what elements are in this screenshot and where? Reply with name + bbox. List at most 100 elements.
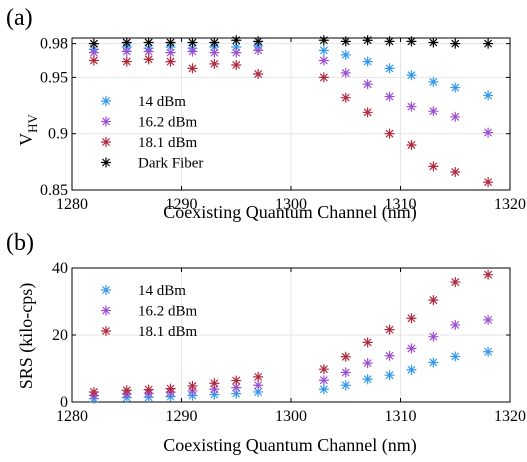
panel-a-y-tick-label: 0.98 bbox=[40, 36, 68, 53]
panel-a-x-tick-label: 1280 bbox=[56, 196, 88, 213]
panel-b-legend-entry-14-dbm: 14 dBm bbox=[100, 283, 186, 299]
panel-a-point-16-2-dbm bbox=[406, 101, 417, 112]
panel-a-y-tick-label: 0.95 bbox=[40, 69, 68, 86]
panel-a-point-14-dbm bbox=[428, 76, 439, 88]
panel-b-point-16-2-dbm bbox=[253, 380, 264, 391]
panel-a-point-18-1-dbm bbox=[450, 166, 461, 178]
panel-a-point-dark-fiber bbox=[318, 35, 329, 46]
panel-a-point-16-2-dbm bbox=[231, 47, 242, 58]
panel-b-point-16-2-dbm bbox=[483, 314, 494, 326]
panel-b-point-18-1-dbm bbox=[450, 276, 461, 288]
panel-a-point-dark-fiber bbox=[253, 36, 264, 47]
panel-a-point-16-2-dbm bbox=[253, 45, 264, 56]
panel-a-point-dark-fiber bbox=[165, 37, 176, 48]
panel-a-point-dark-fiber bbox=[384, 36, 395, 47]
panel-label-b: (b) bbox=[6, 230, 34, 256]
panel-b-point-14-dbm bbox=[406, 364, 417, 375]
panel-b-point-18-1-dbm bbox=[253, 371, 264, 382]
panel-a-point-dark-fiber bbox=[187, 37, 198, 48]
panel-a-x-tick-label: 1320 bbox=[494, 196, 526, 213]
panel-b-point-16-2-dbm bbox=[450, 319, 461, 331]
panel-b-point-14-dbm bbox=[340, 380, 351, 391]
panel-a-point-16-2-dbm bbox=[483, 127, 494, 138]
panel-a-y-label-sub: HV bbox=[25, 114, 40, 133]
panel-b-point-18-1-dbm bbox=[121, 385, 132, 396]
panel-a-point-18-1-dbm bbox=[253, 68, 264, 80]
panel-b-point-18-1-dbm bbox=[406, 313, 417, 324]
panel-a-point-16-2-dbm bbox=[88, 47, 100, 58]
panel-a-point-dark-fiber bbox=[143, 37, 154, 48]
panel-b-legend-entry-18-1-dbm: 18.1 dBm bbox=[100, 324, 198, 340]
panel-b-point-14-dbm bbox=[384, 370, 395, 381]
panel-a-point-16-2-dbm bbox=[340, 67, 351, 79]
panel-a-point-18-1-dbm bbox=[362, 107, 373, 118]
panel-a-legend-entry-18-1-dbm: 18.1 dBm bbox=[100, 135, 198, 151]
panel-a-x-tick-label: 1300 bbox=[275, 196, 307, 213]
panel-a-point-16-2-dbm bbox=[209, 47, 220, 58]
panel-a-point-14-dbm bbox=[340, 49, 351, 60]
panel-b-point-18-1-dbm bbox=[340, 351, 351, 362]
panel-b-y-tick-label: 40 bbox=[52, 260, 68, 277]
panel-a-point-dark-fiber bbox=[209, 37, 220, 48]
panel-b-legend-label-14-dbm: 14 dBm bbox=[138, 283, 186, 299]
panel-a-legend-label-16-2-dbm: 16.2 dBm bbox=[138, 115, 198, 131]
panel-a-legend-marker-dark-fiber bbox=[100, 157, 112, 168]
panel-a-point-18-1-dbm bbox=[384, 128, 395, 139]
panel-a-point-dark-fiber bbox=[362, 35, 373, 46]
panel-b-point-18-1-dbm bbox=[88, 386, 100, 398]
panel-b-point-18-1-dbm bbox=[428, 295, 439, 306]
panel-a-point-18-1-dbm bbox=[209, 58, 220, 69]
panel-a-legend-entry-16-2-dbm: 16.2 dBm bbox=[100, 115, 198, 131]
panel-a-point-14-dbm bbox=[318, 45, 329, 56]
panel-a-point-14-dbm bbox=[406, 70, 417, 81]
panel-b-y-label: SRS (kilo-cps) bbox=[16, 283, 37, 390]
panel-b-legend-label-18-1-dbm: 18.1 dBm bbox=[138, 324, 198, 340]
panel-a-point-18-1-dbm bbox=[143, 54, 154, 65]
panel-b-point-16-2-dbm bbox=[362, 358, 373, 369]
panel-a-point-18-1-dbm bbox=[231, 59, 242, 71]
panel-b-point-14-dbm bbox=[318, 384, 329, 395]
panel-a-legend: 14 dBm 16.2 dBm 18.1 dBm Dark Fiber bbox=[100, 94, 203, 172]
panel-b-legend-label-16-2-dbm: 16.2 dBm bbox=[138, 304, 198, 320]
panel-a-legend-marker-14-dbm bbox=[100, 95, 112, 107]
panel-a-points bbox=[88, 35, 494, 188]
panel-a-y-ticks: 0.85 0.9 0.95 0.98 bbox=[40, 36, 510, 199]
panel-a-point-18-1-dbm bbox=[318, 72, 329, 83]
panel-b-points bbox=[88, 269, 494, 404]
panel-a-legend-entry-dark-fiber: Dark Fiber bbox=[100, 156, 203, 172]
panel-a-point-16-2-dbm bbox=[121, 46, 132, 57]
panel-b-y-ticks: 0 20 40 bbox=[52, 260, 510, 411]
panel-b-point-16-2-dbm bbox=[428, 331, 439, 342]
panel-b-x-ticks: 1280 1290 1300 1310 1320 bbox=[56, 268, 526, 425]
panel-a-point-18-1-dbm bbox=[428, 161, 439, 172]
panel-b-x-tick-label: 1320 bbox=[494, 408, 526, 425]
panel-a-point-16-2-dbm bbox=[187, 46, 198, 57]
panel-a-legend-marker-16-2-dbm bbox=[100, 116, 112, 127]
panel-a-point-18-1-dbm bbox=[406, 139, 417, 151]
panel-b-point-18-1-dbm bbox=[384, 324, 395, 335]
panel-a-legend-marker-18-1-dbm bbox=[100, 136, 112, 148]
panel-b-y-tick-label: 20 bbox=[52, 327, 68, 344]
panel-b-x-tick-label: 1280 bbox=[56, 408, 88, 425]
panel-b-legend-marker-14-dbm bbox=[100, 284, 112, 296]
panel-a-y-tick-label: 0.9 bbox=[48, 126, 68, 143]
panel-b-point-16-2-dbm bbox=[318, 375, 329, 386]
panel-a-point-18-1-dbm bbox=[121, 56, 132, 67]
panel-b-point-18-1-dbm bbox=[231, 375, 242, 386]
panel-a-point-dark-fiber bbox=[428, 37, 439, 48]
panel-a-legend-entry-14-dbm: 14 dBm bbox=[100, 94, 186, 110]
panel-a-point-16-2-dbm bbox=[318, 55, 329, 66]
panel-a-point-18-1-dbm bbox=[340, 92, 351, 103]
panel-a-y-tick-label: 0.85 bbox=[40, 182, 68, 199]
panel-a-point-dark-fiber bbox=[121, 37, 132, 48]
panel-a-x-tick-label: 1310 bbox=[385, 196, 417, 213]
panel-b: (b) 1280 1290 1300 1310 1320 0 20 40 14 dBm 16.… bbox=[6, 230, 526, 456]
panel-a-point-16-2-dbm bbox=[165, 47, 176, 58]
panel-a-point-dark-fiber bbox=[483, 38, 494, 49]
panel-a-point-16-2-dbm bbox=[362, 79, 373, 90]
panel-a-legend-label-14-dbm: 14 dBm bbox=[138, 94, 186, 110]
panel-a-legend-label-dark-fiber: Dark Fiber bbox=[138, 156, 203, 172]
panel-label-a: (a) bbox=[6, 5, 33, 31]
panel-a-point-16-2-dbm bbox=[428, 106, 439, 117]
